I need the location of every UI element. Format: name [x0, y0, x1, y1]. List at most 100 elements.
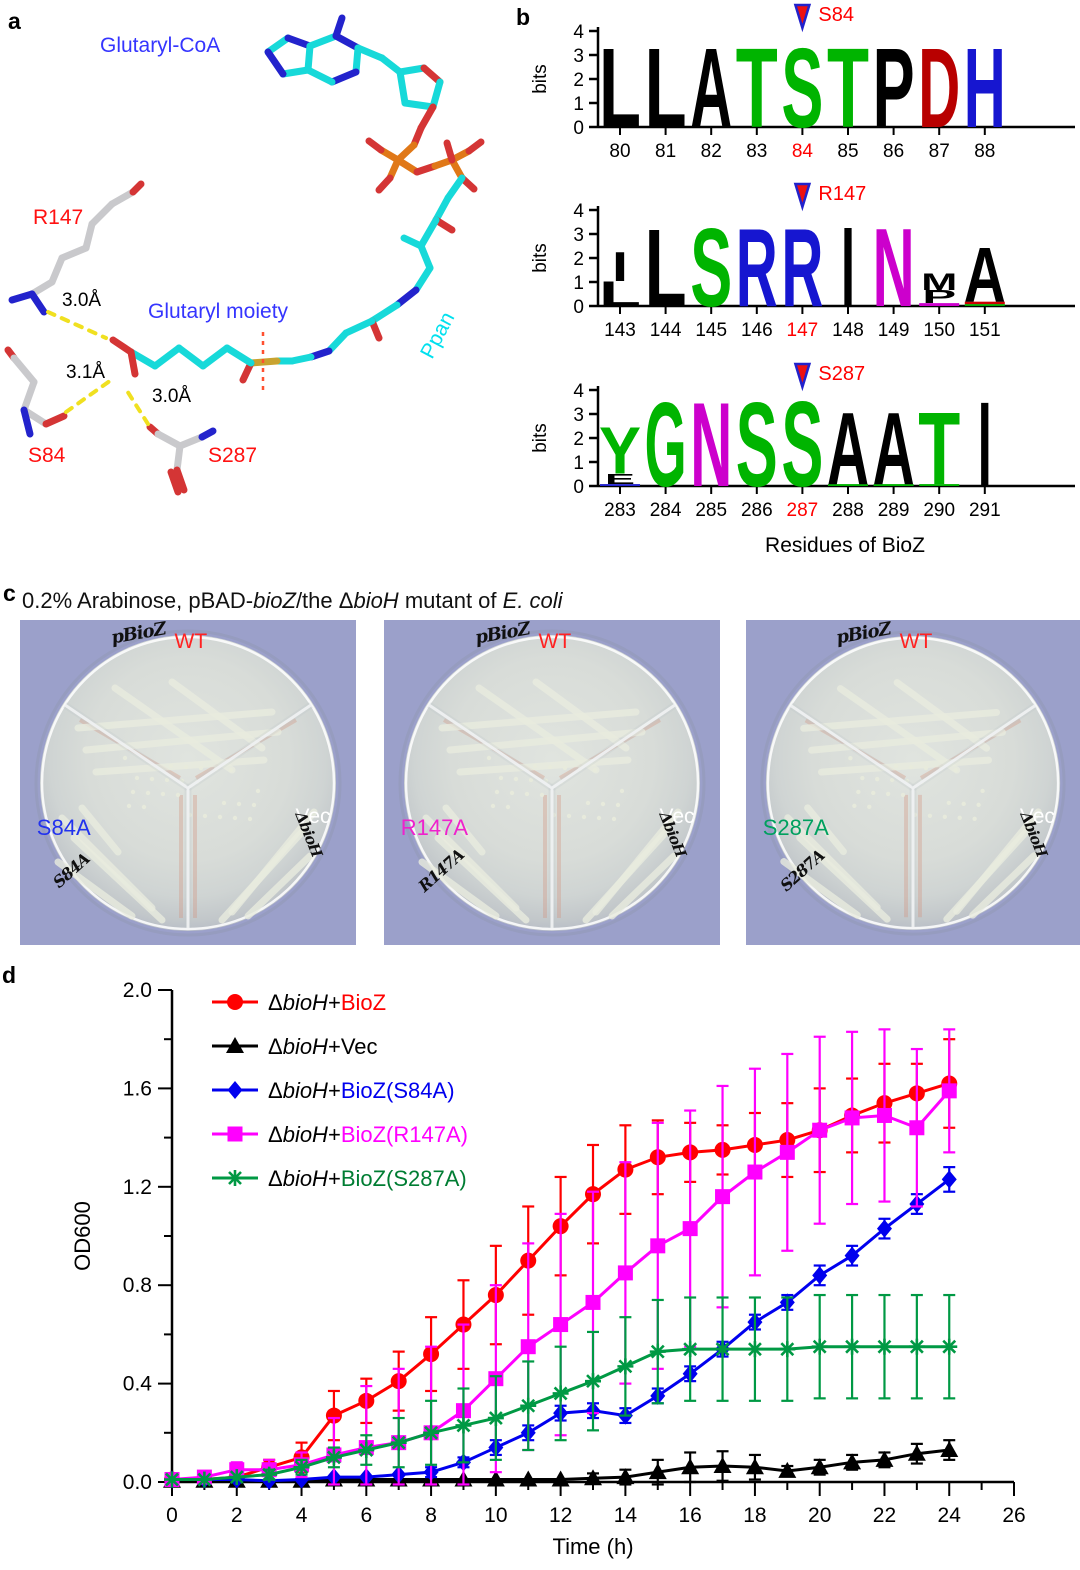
y-tick-label: 0.4: [123, 1373, 153, 1396]
svg-text:2: 2: [573, 249, 584, 270]
petri-dish-photo: WT Vec S287A pBioZ S287A ΔbioH: [746, 620, 1080, 945]
residue-number: 82: [701, 141, 722, 162]
logo-letter: T: [827, 26, 869, 153]
logo-letter: P: [922, 287, 956, 308]
svg-text:0: 0: [573, 118, 584, 139]
y-tick-label: 1.2: [123, 1176, 152, 1199]
y-tick-label: 1.6: [123, 1077, 152, 1100]
x-tick-label: 2: [231, 1504, 243, 1527]
growth-curve-chart: 0 2 4 6 8 10 12 14 16 18 20 22 24 260.00.40.81.21.62.…: [70, 979, 1026, 1559]
logo-letter: R: [736, 205, 778, 330]
svg-text:3: 3: [573, 405, 584, 426]
legend-label: ΔbioH+BioZ: [268, 990, 386, 1015]
residue-number: 145: [695, 320, 727, 341]
svg-text:1: 1: [573, 273, 584, 294]
legend-label: ΔbioH+BioZ(R147A): [268, 1122, 468, 1147]
x-tick-label: 8: [425, 1504, 437, 1527]
logo-letter: I: [612, 243, 628, 290]
logo-letter: I: [978, 379, 992, 513]
x-axis-title: Time (h): [552, 1534, 633, 1559]
x-tick-label: 24: [938, 1504, 962, 1527]
svg-text:2: 2: [573, 70, 584, 91]
logo-letter: A: [690, 26, 732, 153]
residue-number: 88: [974, 141, 995, 162]
logo-letter: T: [918, 390, 960, 506]
wt-label: WT: [899, 629, 933, 653]
logo-letter: R: [781, 205, 823, 330]
legend-label: ΔbioH+BioZ(S84A): [268, 1078, 455, 1103]
logo-ylabel: bits: [530, 423, 551, 453]
x-tick-label: 14: [614, 1504, 638, 1527]
panel-a-label: a: [8, 8, 21, 34]
legend-item: ΔbioH+BioZ(S287A): [212, 1166, 467, 1191]
residue-number: 150: [923, 320, 955, 341]
logo-letter: E: [605, 471, 635, 487]
header-segment: mutant of: [398, 588, 503, 613]
residue-number: 286: [741, 500, 773, 521]
logo-letter: S: [690, 205, 732, 330]
legend-item: ΔbioH+BioZ(R147A): [212, 1122, 468, 1147]
residue-number: 285: [695, 500, 727, 521]
logo-letter: T: [736, 26, 778, 153]
residue-number: 147: [787, 320, 819, 341]
residue-number: 80: [609, 141, 630, 162]
logo-letter: N: [690, 377, 732, 511]
residue-number: 81: [655, 141, 676, 162]
molecule-label: Glutaryl moiety: [148, 300, 289, 323]
legend-item: ΔbioH+BioZ: [212, 990, 386, 1015]
y-tick-label: 0.0: [123, 1471, 152, 1494]
residue-number: 83: [746, 141, 767, 162]
vec-label: Vec: [1019, 805, 1055, 829]
molecule-label: Glutaryl-CoA: [100, 34, 220, 57]
x-tick-label: 4: [296, 1504, 308, 1527]
molecule-structure-panel: Glutaryl-CoA R147 3.0Å Glutaryl moiety 3.1Å 3…: [4, 14, 485, 496]
logo-letter: G: [645, 377, 687, 511]
x-tick-label: 20: [808, 1504, 831, 1527]
x-tick-label: 10: [484, 1504, 507, 1527]
residue-arrow-label: S287: [818, 363, 865, 385]
residue-number: 287: [787, 500, 819, 521]
y-axis-title: OD600: [70, 1201, 95, 1271]
header-segment: bioZ: [253, 588, 296, 613]
panel-c-title: 0.2% Arabinose, pBAD-bioZ/the ΔbioH muta…: [22, 588, 563, 614]
y-tick-label: 0.8: [123, 1274, 152, 1297]
x-tick-label: 0: [166, 1504, 178, 1527]
residue-number: 87: [929, 141, 950, 162]
logo-letter: A: [964, 232, 1006, 319]
residue-number: 291: [969, 500, 1001, 521]
y-tick-label: 2.0: [123, 979, 152, 1002]
residue-number: 85: [837, 141, 858, 162]
logo-letter: H: [964, 26, 1006, 153]
svg-text:0: 0: [573, 477, 584, 498]
logo-letter: N: [873, 205, 915, 330]
svg-text:0: 0: [573, 297, 584, 318]
mutant-label: R147A: [400, 815, 469, 840]
logo-ylabel: bits: [530, 64, 551, 94]
header-segment: E. coli: [502, 588, 563, 613]
svg-text:4: 4: [573, 22, 584, 43]
panel-b-label: b: [516, 4, 531, 30]
residue-number: 151: [969, 320, 1001, 341]
x-tick-label: 22: [873, 1504, 896, 1527]
logo-ylabel: bits: [530, 243, 551, 273]
residue-number: 289: [878, 500, 910, 521]
header-segment: 0.2% Arabinose, pBAD-: [22, 588, 254, 613]
svg-text:1: 1: [573, 94, 584, 115]
residue-number: 144: [650, 320, 682, 341]
logo-letter: S: [781, 26, 823, 153]
panel-c-label: c: [3, 580, 16, 606]
svg-text:1: 1: [573, 453, 584, 474]
x-tick-label: 6: [360, 1504, 372, 1527]
svg-text:4: 4: [573, 201, 584, 222]
x-tick-label: 18: [743, 1504, 766, 1527]
series-star: [164, 1293, 958, 1488]
svg-text:3: 3: [573, 225, 584, 246]
logo-letter: S: [781, 377, 823, 513]
wt-label: WT: [174, 629, 208, 653]
molecule-label: R147: [33, 206, 83, 229]
svg-text:4: 4: [573, 381, 584, 402]
molecule-label: Ppan: [416, 308, 459, 362]
legend-item: ΔbioH+BioZ(S84A): [212, 1078, 455, 1103]
logo-letter: L: [645, 26, 687, 153]
